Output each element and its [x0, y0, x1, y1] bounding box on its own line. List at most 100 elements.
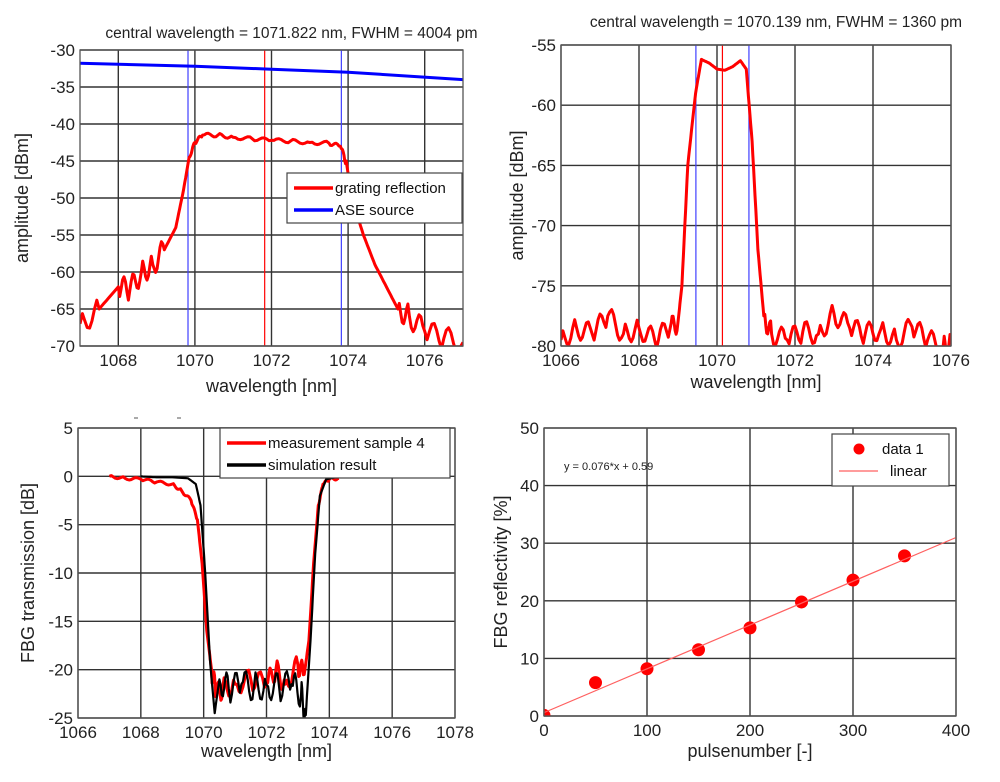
y-tick-label: -60	[531, 96, 556, 115]
y-tick-label: -10	[48, 564, 73, 583]
x-axis-label: wavelength [nm]	[689, 372, 821, 392]
x-tick-label: 1072	[776, 351, 814, 370]
plot-area	[561, 45, 951, 346]
legend-item: simulation result	[227, 457, 377, 474]
data-point	[544, 708, 551, 716]
linear-fit-line	[544, 536, 956, 714]
legend-box	[286, 172, 463, 224]
x-axis-label: pulsenumber [-]	[687, 741, 812, 761]
chart-reflection-narrow: 1066 1068 1070 1072 1074 1076 -55 -60 -65 -70 -75 -…	[507, 14, 970, 392]
x-axis-label: wavelength [nm]	[205, 376, 337, 396]
axes-frame	[560, 44, 952, 347]
x-tick-label: 1076	[373, 723, 411, 742]
x-tick-label: 200	[736, 721, 764, 740]
chart-title: central wavelength = 1070.139 nm, FWHM =…	[590, 14, 962, 31]
y-tick-label: 10	[520, 649, 539, 668]
y-tick-label: 20	[520, 592, 539, 611]
data-point	[795, 595, 808, 609]
legend-label: linear	[890, 463, 927, 480]
x-tick-label: 1068	[620, 351, 658, 370]
plot-area	[108, 474, 340, 718]
y-tick-label: -65	[50, 300, 75, 319]
legend-box	[831, 433, 950, 487]
legend: data 1 linear	[831, 433, 950, 487]
legend-label: simulation result	[268, 457, 377, 474]
x-tick-label: 1066	[59, 723, 97, 742]
chart-reflection-broad: 1068 1070 1072 1074 1076 -30 -35 -40 -45 -50 -55 -6…	[12, 25, 478, 396]
x-tick-label: 1076	[932, 351, 970, 370]
chart-reflectivity-vs-pulses: 0 100 200 300 400 0 10 20 30 40 50 pulsenumber [-] F…	[491, 419, 970, 761]
y-tick-label: -5	[58, 516, 73, 535]
y-tick-label: 0	[530, 707, 539, 726]
x-tick-label: 1068	[99, 351, 137, 370]
legend-box	[219, 427, 451, 479]
data-point	[743, 621, 757, 635]
x-tick-label: 1074	[854, 351, 892, 370]
x-tick-label: 1070	[698, 351, 736, 370]
axes-frame	[543, 427, 957, 717]
x-tick-label: 1072	[253, 351, 291, 370]
y-axis-label: amplitude [dBm]	[507, 130, 527, 260]
legend-label: ASE source	[335, 202, 414, 219]
x-tick-label: 300	[839, 721, 867, 740]
fit-equation-annotation: y = 0.076*x + 0.59	[564, 461, 653, 473]
y-tick-label: -55	[531, 36, 556, 55]
data-point	[898, 549, 911, 563]
legend-item: ASE source	[294, 202, 414, 219]
legend: measurement sample 4 simulation result	[219, 427, 451, 479]
legend-label: grating reflection	[335, 180, 446, 197]
x-tick-label: 1074	[329, 351, 367, 370]
x-axis-label: wavelength [nm]	[200, 741, 332, 761]
axes-frame	[79, 49, 464, 347]
legend-label: data 1	[882, 441, 924, 458]
x-tick-label: 1068	[122, 723, 160, 742]
y-tick-label: -70	[50, 337, 75, 356]
y-tick-label: -70	[531, 217, 556, 236]
legend-item: linear	[839, 463, 927, 480]
data-point	[692, 643, 705, 657]
y-tick-label: 0	[64, 467, 73, 486]
y-tick-label: -65	[531, 156, 556, 175]
series-line-ase-source	[80, 61, 463, 82]
x-tick-label: 1078	[436, 723, 474, 742]
y-tick-label: -50	[50, 189, 75, 208]
y-tick-label: -25	[48, 709, 73, 728]
y-tick-label: -40	[50, 115, 75, 134]
plot-area	[544, 536, 956, 716]
x-tick-label: 1070	[176, 351, 214, 370]
y-axis-label: FBG reflectivity [%]	[491, 495, 511, 648]
legend: grating reflection ASE source	[286, 172, 463, 224]
data-point	[846, 573, 860, 587]
series-line-grating-reflection	[80, 131, 463, 346]
y-tick-label: 5	[64, 419, 73, 438]
y-axis-label: FBG transmission [dB]	[18, 483, 38, 663]
x-tick-label: 400	[942, 721, 970, 740]
y-tick-label: -80	[531, 337, 556, 356]
y-tick-label: -75	[531, 277, 556, 296]
y-tick-label: 50	[520, 419, 539, 438]
x-tick-label: 1076	[406, 351, 444, 370]
y-tick-label: -45	[50, 152, 75, 171]
data-point	[589, 676, 602, 690]
x-tick-label: 0	[539, 721, 548, 740]
y-tick-label: -20	[48, 661, 73, 680]
y-tick-label: -15	[48, 612, 73, 631]
y-tick-label: -55	[50, 226, 75, 245]
chart-transmission: 1066 1068 1070 1072 1074 1076 1078 5 0 -5 -10 -15 -2…	[18, 419, 474, 761]
series-line-reflection	[561, 57, 951, 346]
x-tick-label: 1066	[542, 351, 580, 370]
x-tick-label: 100	[633, 721, 661, 740]
y-tick-label: 40	[520, 477, 539, 496]
series-line-measurement-sample-4	[108, 474, 340, 702]
x-tick-label: 1070	[185, 723, 223, 742]
x-tick-label: 1074	[310, 723, 348, 742]
legend-label: measurement sample 4	[268, 435, 425, 452]
legend-item: grating reflection	[294, 180, 446, 197]
series-line-simulation-result	[140, 475, 336, 718]
legend-item: data 1	[853, 441, 924, 458]
y-tick-label: -60	[50, 263, 75, 282]
legend-item: measurement sample 4	[227, 435, 425, 452]
legend-marker	[853, 443, 865, 455]
y-axis-label: amplitude [dBm]	[12, 133, 32, 263]
